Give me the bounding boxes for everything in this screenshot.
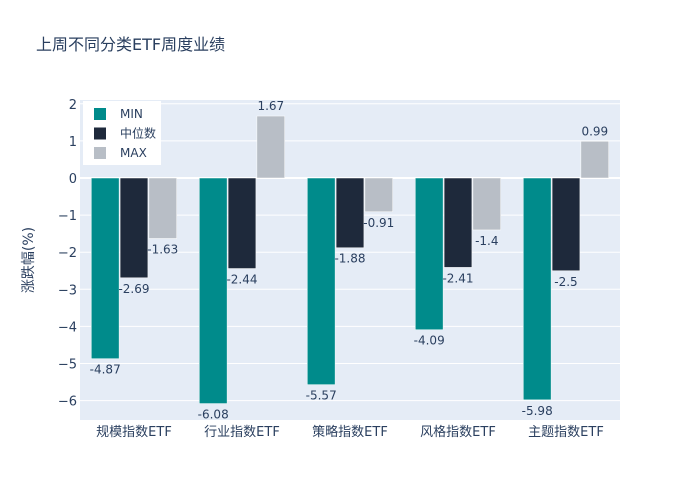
y-tick-label: −3 xyxy=(58,283,77,298)
bars xyxy=(91,115,609,404)
y-tick-label: −1 xyxy=(58,209,77,224)
y-tick-label: −5 xyxy=(58,358,77,373)
bar xyxy=(199,177,228,404)
bar xyxy=(307,177,336,385)
y-tick-label: 2 xyxy=(69,98,77,113)
data-label: -0.91 xyxy=(363,216,394,230)
data-label: -2.69 xyxy=(118,282,149,296)
bar xyxy=(227,177,257,269)
data-label: -1.63 xyxy=(147,242,178,256)
bar xyxy=(256,115,285,179)
bar xyxy=(523,177,552,401)
bar xyxy=(148,177,177,239)
data-label: -2.5 xyxy=(554,275,577,289)
bar xyxy=(364,177,393,213)
x-tick-label: 主题指数ETF xyxy=(528,425,604,440)
bar xyxy=(119,177,149,279)
data-label: -6.08 xyxy=(198,408,229,422)
bar xyxy=(415,177,444,330)
x-tick-label: 风格指数ETF xyxy=(420,424,496,440)
y-tick-label: 1 xyxy=(69,135,77,150)
data-label: -2.44 xyxy=(226,273,257,287)
data-label: -5.98 xyxy=(522,404,553,418)
legend-swatch xyxy=(94,108,106,120)
legend-label: MIN xyxy=(120,107,143,121)
bar xyxy=(551,177,581,271)
x-tick-label: 行业指数ETF xyxy=(204,425,280,440)
y-tick-label: 0 xyxy=(69,172,77,187)
legend: MIN 中位数 MAX xyxy=(83,101,161,165)
y-tick-label: −4 xyxy=(58,320,77,335)
data-labels: -4.87 -2.69 -1.63 -6.08 -2.44 1.67 -5.57 -1.88 -… xyxy=(90,99,608,422)
data-label: 1.67 xyxy=(257,99,284,113)
legend-label: MAX xyxy=(120,146,147,160)
legend-swatch xyxy=(94,147,106,159)
y-tick-label: −2 xyxy=(58,246,77,261)
bar xyxy=(91,177,120,359)
x-tick-label: 规模指数ETF xyxy=(96,425,172,440)
y-tick-label: −6 xyxy=(58,395,77,410)
x-tick-label: 策略指数ETF xyxy=(312,424,388,440)
bar xyxy=(335,177,365,248)
data-label: 0.99 xyxy=(581,124,608,138)
data-label: -5.57 xyxy=(306,389,337,403)
bar xyxy=(472,177,501,231)
y-axis-label: 涨跌幅(%) xyxy=(21,227,37,293)
legend-swatch xyxy=(94,127,106,140)
chart-title: 上周不同分类ETF周度业绩 xyxy=(36,35,225,54)
data-label: -4.09 xyxy=(414,334,445,348)
legend-label: 中位数 xyxy=(120,126,156,141)
x-tick-labels: 规模指数ETF 行业指数ETF 策略指数ETF 风格指数ETF 主题指数ETF xyxy=(96,424,604,440)
y-tick-labels: 2 1 0 −1 −2 −3 −4 −5 −6 xyxy=(58,98,77,410)
data-label: -2.41 xyxy=(442,271,473,285)
bar xyxy=(580,141,609,179)
data-label: -4.87 xyxy=(90,363,121,377)
bar xyxy=(443,177,473,268)
data-label: -1.4 xyxy=(475,234,498,248)
data-label: -1.88 xyxy=(334,252,365,266)
